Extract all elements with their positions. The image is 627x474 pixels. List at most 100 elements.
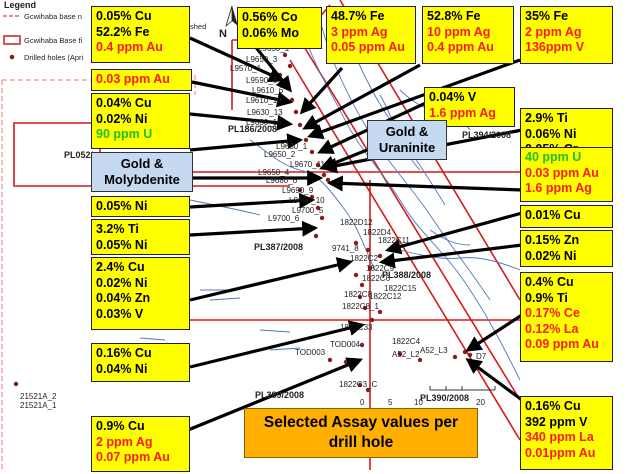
drill-hole xyxy=(293,109,299,115)
drill-hole-label: L9630_13 xyxy=(247,108,283,117)
assay-line: 40 ppm U xyxy=(525,150,582,164)
assay-line: 0.03% V xyxy=(96,306,144,321)
drill-hole-label: L9630_15 xyxy=(246,118,282,127)
scale-bar xyxy=(429,386,496,391)
drill-hole xyxy=(297,122,303,128)
assay-line: 340 ppm La xyxy=(525,430,594,444)
assay-line: 0.07 ppm Au xyxy=(96,450,170,464)
assay-line: 0.04% Zn xyxy=(96,291,151,305)
drill-hole-label: 1822D12 xyxy=(340,218,373,227)
drill-hole xyxy=(297,187,303,193)
drill-hole xyxy=(353,240,359,246)
assay-line: 0.02% Ni xyxy=(525,248,577,263)
assay-line: 3 ppm Ag xyxy=(331,24,388,39)
drill-hole xyxy=(319,215,325,221)
drill-hole xyxy=(315,205,321,211)
drill-hole-label: L9570_1 xyxy=(230,64,262,73)
drill-hole xyxy=(369,317,375,323)
assay-line: 0.4 ppm Au xyxy=(96,40,163,54)
assay-line: 0.05% Ni xyxy=(96,199,148,213)
drill-hole xyxy=(365,387,371,393)
assay-box: 2.4% Cu 0.02% Ni 0.04% Zn 0.03% V xyxy=(91,257,190,330)
assay-line: 0.03 ppm Au xyxy=(96,72,170,86)
drill-hole xyxy=(452,354,458,360)
drill-hole xyxy=(462,349,468,355)
drill-hole xyxy=(467,352,473,358)
drill-hole xyxy=(365,247,371,253)
assay-line: 0.05% Cu xyxy=(96,9,152,23)
assay-box: 0.05% Cu 52.2% Fe 0.4 ppm Au xyxy=(91,6,190,63)
drill-hole xyxy=(357,294,363,300)
drill-hole xyxy=(313,233,319,239)
north-label: N xyxy=(219,28,227,40)
drill-hole-label: 21521A_1 xyxy=(20,401,57,410)
drill-hole-label: D7 xyxy=(476,352,487,361)
arrow xyxy=(187,357,363,432)
drill-hole-label: L9610_10 xyxy=(246,96,282,105)
arrow xyxy=(465,358,523,402)
drill-hole-label: 20 xyxy=(476,398,485,407)
assay-line: 2.9% Ti xyxy=(525,111,568,125)
drill-hole-label: L9680_6 xyxy=(266,176,298,185)
drill-hole xyxy=(377,309,383,315)
drill-hole-label: L9630_1 xyxy=(276,142,308,151)
north-arrow-icon xyxy=(225,5,238,28)
assay-line: 90 ppm U xyxy=(96,127,153,141)
drill-hole-label: 9741_8 xyxy=(332,244,359,253)
arrow xyxy=(306,58,521,140)
drill-hole-label: 10 xyxy=(414,398,423,407)
drill-hole xyxy=(321,172,327,178)
assay-line: 48.7% Fe xyxy=(331,9,385,23)
drill-hole-label: TOD003 xyxy=(295,348,326,357)
assay-box: 0.56% Co 0.06% Mo xyxy=(237,7,322,49)
drill-hole-label: 1822D4 xyxy=(363,228,392,237)
arrow xyxy=(189,133,304,152)
drill-hole-label: L9590_6 xyxy=(246,76,278,85)
assay-line: 0.06% Mo xyxy=(242,25,299,40)
arrow xyxy=(326,175,523,192)
arrow xyxy=(189,112,294,131)
arrow xyxy=(191,80,294,108)
assay-line: 1.6 ppm Ag xyxy=(429,105,496,120)
license-label: PL387/2008 xyxy=(254,242,304,252)
drill-hole-label: L9700_5 xyxy=(292,206,324,215)
callout-gold-uraninite: Gold & Uraninite xyxy=(367,120,447,160)
drill-hole-label: L9650_3 xyxy=(246,55,278,64)
arrow xyxy=(189,36,285,82)
drill-hole xyxy=(362,305,368,311)
callout-line: Molybdenite xyxy=(104,172,180,187)
license-label: PL388/2008 xyxy=(382,270,432,280)
drill-hole-label: L9700_6 xyxy=(268,214,300,223)
callout-gold-molybdenite: Gold & Molybdenite xyxy=(91,152,193,192)
assay-box: 48.7% Fe 3 ppm Ag 0.05 ppm Au xyxy=(326,6,416,64)
assay-box: 0.16% Cu 392 ppm V 340 ppm La 0.01ppm Au xyxy=(520,396,613,470)
assay-line: 0.9% Cu xyxy=(96,419,145,433)
assay-line: 0.01% Cu xyxy=(525,208,581,222)
legend-item-suffix: shed xyxy=(190,22,207,31)
license-label: PL186/2008 xyxy=(228,124,278,134)
drill-hole-label: TOD004 xyxy=(330,340,361,349)
drill-hole xyxy=(282,52,288,58)
assay-line: 2 ppm Ag xyxy=(96,434,153,449)
assay-box: 35% Fe 2 ppm Ag 136ppm V xyxy=(520,6,613,64)
drill-hole-label: 1822C2 xyxy=(350,254,379,263)
drill-hole xyxy=(377,253,383,259)
assay-line: 0.16% Cu xyxy=(525,399,581,413)
drill-hole-label: 0 xyxy=(360,398,365,407)
drill-hole-label: 1822C6 xyxy=(362,274,391,283)
drill-hole-label: L9690_10 xyxy=(289,196,325,205)
assay-box: 0.15% Zn 0.02% Ni xyxy=(520,230,613,267)
assay-box: 0.05% Ni xyxy=(91,196,190,217)
drill-hole-label: 5 xyxy=(388,398,393,407)
assay-line: 392 ppm V xyxy=(525,414,588,429)
drill-hole-label: 1822C33 xyxy=(340,323,373,332)
drill-hole-label: A52_L2 xyxy=(392,350,420,359)
drill-hole-label: 1822C15 xyxy=(384,284,417,293)
drill-hole xyxy=(309,149,315,155)
assay-line: 0.05% Ni xyxy=(96,237,148,252)
assay-line: 0.05 ppm Au xyxy=(331,40,405,54)
arrow xyxy=(189,192,316,209)
arrow xyxy=(302,63,421,130)
drill-hole xyxy=(359,342,365,348)
